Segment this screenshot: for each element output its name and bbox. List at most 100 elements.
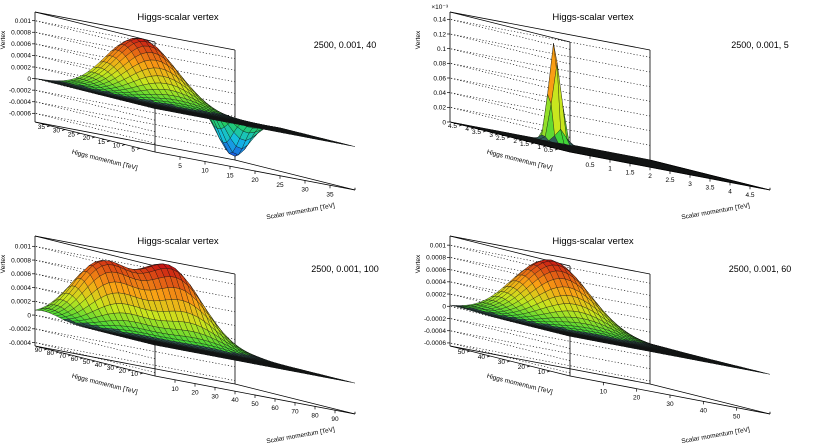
grid-line — [34, 328, 236, 368]
y-axis-label: Higgs momentum [TeV] — [71, 373, 138, 396]
x-tick-label: 1 — [608, 166, 612, 173]
y-tick-mark — [139, 372, 144, 375]
x-tick-label: 2.5 — [665, 177, 674, 184]
chart-title: Higgs-scalar vertex — [137, 12, 219, 23]
z-tick-label: 0.001 — [15, 18, 32, 25]
y-tick-label: 3 — [489, 132, 493, 139]
z-tick-label: 0.0008 — [426, 255, 446, 262]
y-tick-label: 4 — [465, 126, 469, 133]
x-tick-label: 40 — [231, 397, 239, 404]
y-tick-label: 20 — [83, 135, 91, 142]
z-tick-label: 0.0006 — [426, 267, 446, 274]
y-tick-mark — [91, 360, 96, 363]
z-tick-label: 0.0002 — [11, 64, 31, 71]
z-tick-label: 0.08 — [433, 61, 446, 68]
grid-line — [449, 244, 651, 284]
y-tick-mark — [486, 355, 491, 358]
x-tick-label: 10 — [171, 386, 179, 393]
grid-line — [449, 107, 651, 146]
x-axis-label: Scalar momentum [TeV] — [681, 426, 751, 445]
y-tick-mark — [530, 142, 535, 145]
z-axis-label: Vertex — [415, 254, 422, 273]
x-tick-label: 25 — [276, 182, 284, 189]
y-tick-label: 30 — [53, 128, 61, 135]
x-tick-label: 1.5 — [625, 169, 634, 176]
x-axis-label: Scalar momentum [TeV] — [266, 426, 336, 445]
y-tick-mark — [526, 365, 531, 368]
surface-cell — [345, 144, 356, 147]
grid-line — [449, 318, 651, 357]
plot-panel-bottom-left: Higgs-scalar vertex 2500, 0.001, 100 10 20 3… — [0, 224, 415, 447]
grid-line — [34, 89, 236, 129]
z-tick-label: -0.0004 — [9, 99, 31, 106]
x-tick-label: 4 — [728, 188, 732, 195]
grid-line — [449, 330, 651, 370]
grid-line — [34, 31, 236, 71]
y-tick-label: 4.5 — [448, 123, 457, 130]
z-tick-label: 0.0002 — [11, 299, 31, 306]
z-tick-label: 0.001 — [15, 244, 32, 251]
z-tick-label: 0.0004 — [11, 53, 31, 60]
grid-line — [449, 77, 651, 117]
x-axis-label: Scalar momentum [TeV] — [681, 202, 751, 221]
grid-line — [34, 113, 236, 152]
z-tick-label: 0.001 — [430, 242, 447, 249]
z-axis-label: Vertex — [0, 254, 7, 273]
y-axis-label: Higgs momentum [TeV] — [71, 149, 138, 172]
y-tick-mark — [55, 351, 60, 354]
y-tick-label: 10 — [131, 371, 139, 378]
z-tick-label: 0.0008 — [11, 30, 31, 37]
y-tick-label: 20 — [518, 364, 526, 371]
y-tick-mark — [121, 144, 126, 146]
z-tick-label: -0.0002 — [424, 316, 446, 323]
y-tick-mark — [91, 136, 96, 139]
y-tick-mark — [127, 369, 132, 372]
y-tick-label: 10 — [113, 143, 121, 150]
z-tick-label: -0.0006 — [9, 111, 31, 118]
y-tick-mark — [506, 136, 511, 139]
z-tick-label: 0 — [27, 312, 31, 319]
z-axis-label: Vertex — [0, 30, 7, 49]
x-tick-label: 20 — [251, 177, 259, 184]
y-tick-label: 25 — [68, 131, 76, 138]
x-tick-label: 2 — [648, 173, 652, 180]
chart-title: Higgs-scalar vertex — [552, 236, 634, 247]
y-tick-label: 50 — [458, 349, 466, 356]
y-tick-mark — [103, 363, 108, 366]
z-tick-label: -0.0004 — [424, 328, 446, 335]
y-tick-mark — [79, 357, 84, 360]
y-tick-mark — [458, 124, 463, 127]
x-tick-label: 50 — [733, 414, 741, 421]
parameter-label: 2500, 0.001, 100 — [311, 264, 379, 274]
y-tick-mark — [76, 132, 81, 135]
y-tick-mark — [136, 147, 141, 150]
z-tick-label: 0 — [27, 76, 31, 83]
y-tick-label: 35 — [38, 124, 46, 131]
z-exponent-label: ×10⁻³ — [431, 4, 448, 11]
x-tick-label: 30 — [666, 401, 674, 408]
x-tick-label: 80 — [311, 412, 319, 419]
grid-line — [34, 342, 236, 381]
y-tick-label: 80 — [47, 350, 55, 357]
surface-mesh — [34, 260, 356, 384]
grid-line — [449, 48, 651, 87]
z-tick-label: 0.04 — [433, 90, 446, 97]
y-tick-mark — [518, 139, 523, 142]
grid-line — [449, 92, 651, 131]
parameter-label: 2500, 0.001, 60 — [729, 264, 792, 274]
x-tick-label: 3.5 — [705, 185, 714, 192]
surface-mesh — [34, 38, 356, 157]
y-tick-label: 2.5 — [496, 135, 505, 142]
x-tick-label: 70 — [291, 409, 299, 416]
y-tick-mark — [67, 354, 72, 357]
grid-line — [34, 20, 236, 59]
plot-panel-top-right: Higgs-scalar vertex 2500, 0.001, 5 0.5 1 1.5… — [415, 0, 830, 223]
x-tick-label: 10 — [201, 168, 209, 175]
x-tick-label: 90 — [331, 416, 339, 423]
z-tick-label: 0.14 — [433, 17, 446, 24]
z-tick-label: -0.0002 — [9, 326, 31, 333]
x-tick-label: 20 — [191, 390, 199, 397]
y-tick-label: 40 — [95, 362, 103, 369]
